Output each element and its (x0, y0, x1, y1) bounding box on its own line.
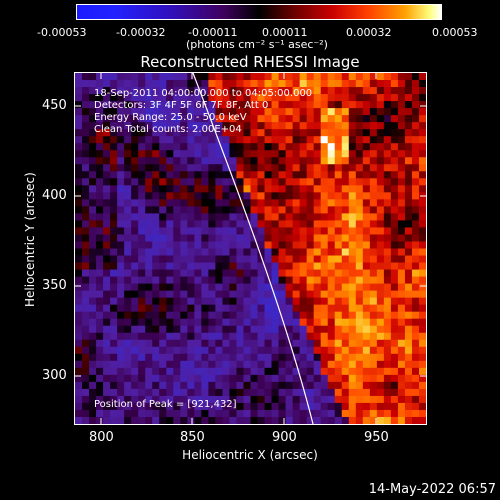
x-tick-label: 800 (89, 430, 114, 445)
colorbar-tick-label: 0.00053 (432, 26, 478, 39)
datestamp: 14-May-2022 06:57 (368, 482, 496, 497)
time-range-annotation: 18-Sep-2011 04:00:00.000 to 04:05:00.000 (94, 88, 313, 99)
colorbar-unit-label: (photons cm⁻² s⁻¹ asec⁻²) (186, 38, 328, 51)
rhessi-image-panel (74, 72, 427, 425)
energy-annotation: Energy Range: 25.0 - 50.0 keV (94, 112, 247, 123)
colorbar-tick-label: -0.00053 (37, 26, 87, 39)
method-annotation: Clean Total counts: 2.00E+04 (94, 124, 242, 135)
detectors-annotation: Detectors: 3F 4F 5F 6F 7F 8F, Att 0 (94, 100, 269, 111)
y-axis-label: Heliocentric Y (arcsec) (23, 172, 37, 307)
x-tick-label: 850 (180, 430, 205, 445)
solar-limb-line (192, 73, 314, 424)
y-tick-label: 400 (42, 188, 67, 203)
x-axis-label: Heliocentric X (arcsec) (182, 448, 318, 462)
y-tick-label: 450 (42, 98, 67, 113)
x-tick-label: 950 (364, 430, 389, 445)
colorbar (76, 4, 442, 20)
reconstructed-image (75, 73, 426, 424)
colorbar-tick-label: 0.00011 (262, 26, 308, 39)
colorbar-tick-label: -0.00011 (188, 26, 238, 39)
peak-annotation: Position of Peak = [921,432] (94, 399, 237, 410)
y-tick-label: 350 (42, 278, 67, 293)
y-tick-label: 300 (42, 368, 67, 383)
colorbar-tick-label: 0.00032 (346, 26, 392, 39)
x-tick-label: 900 (272, 430, 297, 445)
image-title: Reconstructed RHESSI Image (140, 53, 360, 71)
colorbar-tick-label: -0.00032 (116, 26, 166, 39)
